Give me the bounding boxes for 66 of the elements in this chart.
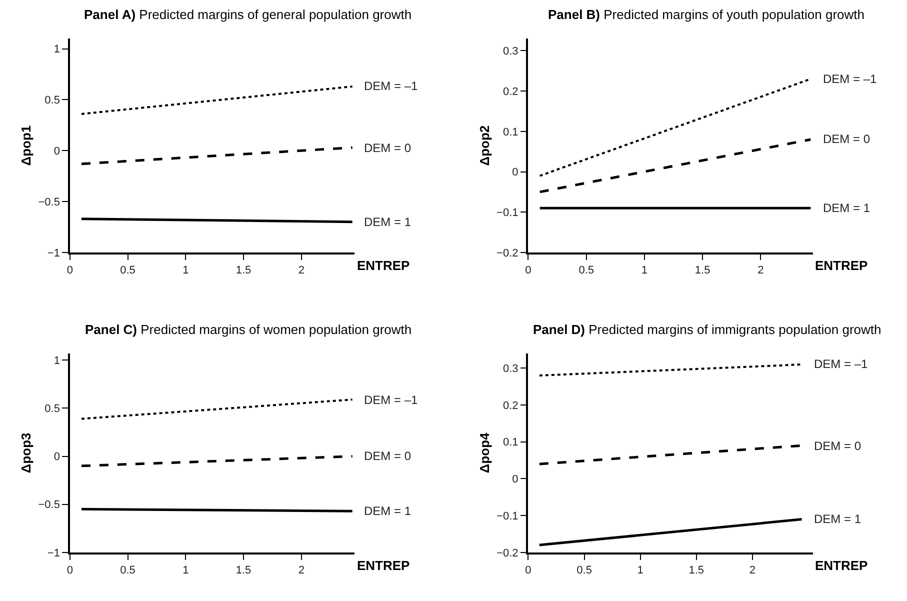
chart-title: Panel B) Predicted margins of youth population growth bbox=[548, 7, 865, 22]
y-axis-title: Δpop3 bbox=[18, 432, 34, 474]
x-tick-label: 1 bbox=[182, 264, 189, 276]
y-tick-label: −1 bbox=[47, 547, 60, 560]
x-tick-label: 0.5 bbox=[576, 564, 592, 576]
x-tick-label: 0 bbox=[525, 264, 532, 276]
chart-title: Panel C) Predicted margins of women population growth bbox=[85, 322, 412, 337]
series-label: DEM = –1 bbox=[364, 79, 418, 93]
series-label: DEM = –1 bbox=[364, 393, 418, 407]
y-tick-label: 0.3 bbox=[502, 363, 518, 376]
series-label: DEM = 0 bbox=[364, 141, 412, 155]
series-label: DEM = 1 bbox=[364, 215, 412, 229]
y-tick-label: 0 bbox=[512, 166, 518, 179]
x-axis-title: ENTREP bbox=[815, 258, 868, 273]
y-tick-label: −0.5 bbox=[38, 196, 60, 208]
y-tick-label: 0.5 bbox=[44, 94, 60, 107]
y-tick-label: 0.5 bbox=[44, 403, 60, 416]
y-tick-label: −0.5 bbox=[38, 499, 60, 512]
y-tick-label: 0.3 bbox=[502, 46, 518, 58]
x-tick-label: 0.5 bbox=[578, 264, 594, 276]
series-label: DEM = 0 bbox=[814, 439, 862, 453]
x-axis-title: ENTREP bbox=[815, 558, 868, 573]
y-tick-label: 0 bbox=[512, 474, 518, 486]
series-label: DEM = 1 bbox=[364, 504, 412, 518]
x-tick-label: 1.5 bbox=[236, 564, 252, 576]
x-tick-label: 2 bbox=[298, 564, 304, 576]
x-tick-label: 1.5 bbox=[688, 564, 704, 576]
y-axis-title: Δpop1 bbox=[18, 125, 34, 166]
y-tick-label: 0.2 bbox=[502, 400, 518, 412]
y-tick-label: 1 bbox=[54, 44, 60, 56]
series-label: DEM = 1 bbox=[814, 512, 862, 526]
y-tick-label: 0.1 bbox=[502, 436, 518, 449]
x-tick-label: 2 bbox=[298, 264, 304, 276]
y-tick-label: −0.1 bbox=[496, 510, 518, 522]
y-tick-label: 0 bbox=[54, 451, 60, 464]
y-tick-label: −0.2 bbox=[496, 247, 518, 260]
x-axis-title: ENTREP bbox=[357, 258, 410, 273]
series-label: DEM = –1 bbox=[814, 357, 868, 371]
x-tick-label: 0 bbox=[66, 564, 73, 576]
series-label: DEM = 0 bbox=[823, 132, 870, 146]
y-tick-label: −0.1 bbox=[496, 206, 518, 219]
x-tick-label: 0 bbox=[66, 264, 73, 276]
x-tick-label: 1 bbox=[637, 564, 644, 576]
chart-title: Panel A) Predicted margins of general population growth bbox=[84, 7, 412, 22]
y-tick-label: 0 bbox=[54, 145, 60, 158]
x-axis-title: ENTREP bbox=[357, 558, 410, 573]
y-axis-title: Δpop4 bbox=[477, 432, 492, 474]
y-tick-label: 0.1 bbox=[502, 126, 518, 138]
x-tick-label: 1 bbox=[182, 564, 189, 576]
x-tick-label: 1.5 bbox=[236, 264, 252, 276]
x-tick-label: 0 bbox=[525, 564, 532, 576]
chart-title: Panel D) Predicted margins of immigrants population growth bbox=[533, 322, 882, 337]
series-label: DEM = 0 bbox=[364, 449, 412, 463]
x-tick-label: 0.5 bbox=[120, 264, 136, 276]
y-tick-label: −0.2 bbox=[496, 547, 518, 560]
x-tick-label: 0.5 bbox=[120, 564, 136, 576]
y-tick-label: 1 bbox=[54, 355, 60, 368]
x-tick-label: 2 bbox=[749, 564, 756, 576]
series-label: DEM = 1 bbox=[823, 201, 870, 215]
x-tick-label: 1.5 bbox=[694, 264, 710, 276]
y-axis-title: Δpop2 bbox=[477, 125, 492, 166]
y-tick-label: 0.2 bbox=[502, 86, 518, 98]
x-tick-label: 1 bbox=[641, 264, 648, 276]
series-label: DEM = –1 bbox=[823, 72, 878, 86]
x-tick-label: 2 bbox=[758, 264, 764, 276]
y-tick-label: −1 bbox=[47, 247, 60, 260]
